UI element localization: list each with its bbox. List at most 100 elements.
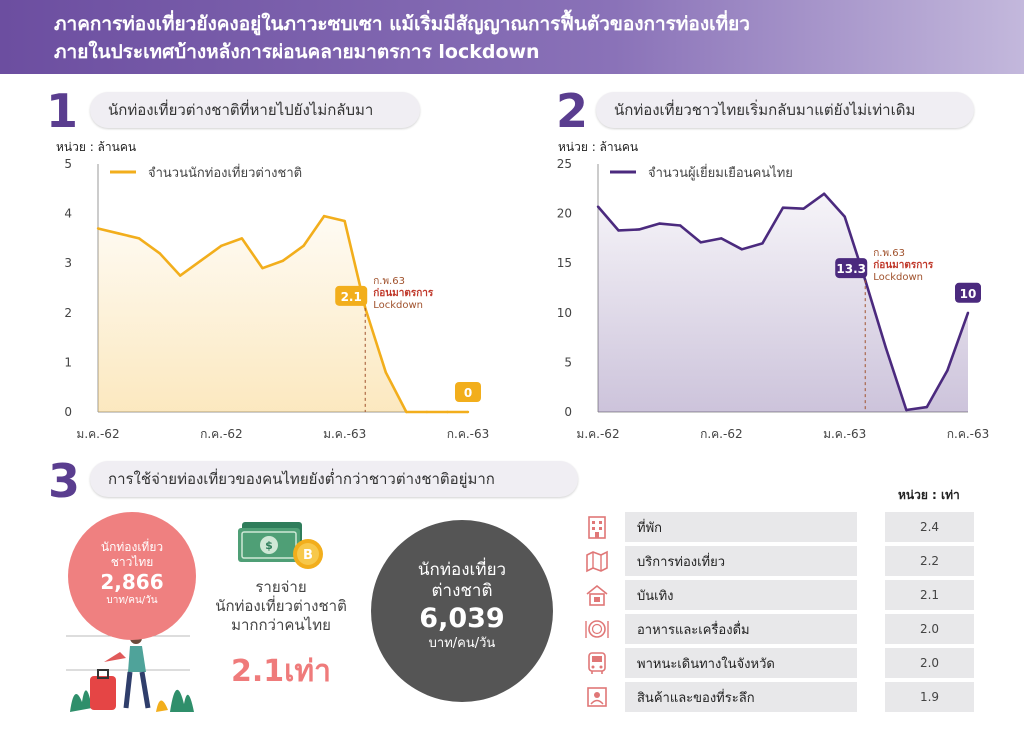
y-tick-label: 0: [564, 405, 572, 419]
foreign-spending-value: 6,039: [419, 603, 505, 634]
data-point: [240, 237, 244, 240]
table-row-value: 2.0: [885, 648, 974, 678]
callout-note: ก.พ.63: [373, 276, 405, 287]
callout-box: [335, 285, 368, 306]
svg-text:$: $: [265, 539, 273, 552]
data-point: [596, 205, 600, 208]
data-point: [384, 371, 387, 374]
table-row-value: 1.9: [885, 682, 974, 712]
chart-2-unit: หน่วย : ล้านคน: [558, 140, 639, 154]
data-point: [843, 215, 846, 218]
thai-spending-title-2: ชาวไทย: [110, 555, 154, 569]
data-point: [637, 228, 641, 231]
table-row-label: ที่พัก: [625, 512, 857, 542]
data-point: [322, 214, 326, 218]
entertainment-icon: [580, 580, 614, 610]
callout-note: Lockdown: [373, 300, 423, 311]
thai-spending-title-1: นักท่องเที่ยว: [100, 540, 164, 554]
header-line-1: ภาคการท่องเที่ยวยังคงอยู่ในภาวะซบเซา แม้…: [54, 13, 750, 35]
data-point: [446, 410, 449, 414]
foreign-spending-title-1: นักท่องเที่ยว: [417, 560, 507, 580]
data-point: [117, 232, 120, 235]
y-tick-label: 4: [64, 207, 72, 221]
table-row-label: สินค้าและของที่ระลึก: [625, 682, 857, 712]
data-point: [179, 274, 182, 277]
table-row-label: อาหารและเครื่องดื่ม: [625, 614, 857, 644]
money-icon: $ B: [238, 522, 323, 569]
table-row-value: 2.2: [885, 546, 974, 576]
data-point: [720, 237, 723, 240]
x-tick-label: ม.ค.-62: [76, 427, 119, 441]
callout-note: ก.พ.63: [873, 248, 905, 259]
bus-icon: [580, 648, 614, 678]
table-row-label: บริการท่องเที่ยว: [625, 546, 857, 576]
data-point: [617, 229, 620, 232]
data-point: [802, 207, 805, 210]
callout-box: [455, 382, 481, 402]
y-tick-label: 0: [64, 405, 72, 419]
traveler-illustration: [66, 632, 194, 712]
table-row-label: บันเทิง: [625, 580, 857, 610]
x-tick-label: ก.ค.-62: [200, 427, 243, 441]
callout-box: [835, 258, 868, 279]
data-point: [925, 405, 929, 409]
data-point: [740, 248, 744, 251]
thai-spending-unit: บาท/คน/วัน: [106, 595, 158, 606]
data-point: [302, 244, 305, 248]
section-3-number: 3: [48, 454, 81, 508]
data-point: [137, 237, 141, 240]
table-row: บันเทิง 2.1: [580, 580, 974, 610]
data-point: [946, 369, 949, 372]
table-row: สินค้าและของที่ระลึก 1.9: [580, 682, 974, 712]
comparison-text: รายจ่าย นักท่องเที่ยวต่างชาติ มากกว่าคนไ…: [198, 578, 364, 635]
table-row: อาหารและเครื่องดื่ม 2.0: [580, 614, 974, 644]
callout-note: ก่อนมาตรการ: [373, 287, 434, 299]
y-tick-label: 25: [557, 157, 572, 171]
data-point: [679, 224, 682, 227]
comparison-line-2: นักท่องเที่ยวต่างชาติ: [215, 597, 347, 615]
callout-note: ก่อนมาตรการ: [873, 259, 934, 271]
y-tick-label: 3: [64, 256, 72, 270]
y-tick-label: 10: [557, 306, 572, 320]
series-area: [598, 193, 968, 412]
legend-label: จำนวนผู้เยี่ยมเยือนคนไทย: [648, 164, 793, 181]
comparison-value: 2.1เท่า: [230, 654, 332, 689]
data-point: [405, 410, 408, 414]
header-banner: ภาคการท่องเที่ยวยังคงอยู่ในภาวะซบเซา แม้…: [0, 0, 1024, 74]
svg-text:B: B: [303, 548, 313, 563]
data-point: [281, 259, 285, 262]
data-point: [884, 346, 887, 349]
thai-spending-circle: นักท่องเที่ยว ชาวไทย 2,866 บาท/คน/วัน: [68, 512, 196, 640]
data-point: [699, 241, 702, 244]
callout-note: Lockdown: [873, 272, 923, 283]
chart-foreign-tourists: 0 1 2 3 4 5 ม.ค.-62 ก.ค.-62 ม.ค.-63 ก.ค.-63 จำนวนน…: [64, 157, 490, 441]
data-point: [96, 227, 100, 230]
x-tick-label: ก.ค.-63: [947, 427, 990, 441]
callout-value: 13.3: [836, 262, 866, 276]
hotel-icon: [580, 512, 614, 542]
table-row: บริการท่องเที่ยว 2.2: [580, 546, 974, 576]
y-tick-label: 1: [64, 355, 72, 369]
data-point: [425, 410, 429, 414]
callout-value: 10: [960, 287, 977, 301]
data-point: [158, 252, 161, 255]
data-point: [343, 219, 346, 223]
callout-box: [955, 282, 981, 303]
x-tick-label: ม.ค.-63: [323, 427, 366, 441]
data-point: [466, 410, 470, 414]
section-1-title: นักท่องเที่ยวต่างชาติที่หายไปยังไม่กลับม…: [90, 92, 420, 128]
y-tick-label: 5: [64, 157, 72, 171]
section-2-title: นักท่องเที่ยวชาวไทยเริ่มกลับมาแต่ยังไม่เ…: [596, 92, 974, 128]
foreign-spending-title-2: ต่างชาติ: [431, 581, 493, 601]
data-point: [199, 259, 202, 262]
y-tick-label: 5: [564, 355, 572, 369]
data-point: [220, 244, 223, 248]
x-tick-label: ก.ค.-63: [447, 427, 490, 441]
x-tick-label: ม.ค.-62: [576, 427, 619, 441]
table-row: ที่พัก 2.4: [580, 512, 974, 542]
data-point: [822, 192, 826, 195]
section-1-number: 1: [46, 84, 79, 138]
table-row-value: 2.0: [885, 614, 974, 644]
data-point: [781, 206, 785, 209]
callout-value: 0: [464, 386, 472, 400]
